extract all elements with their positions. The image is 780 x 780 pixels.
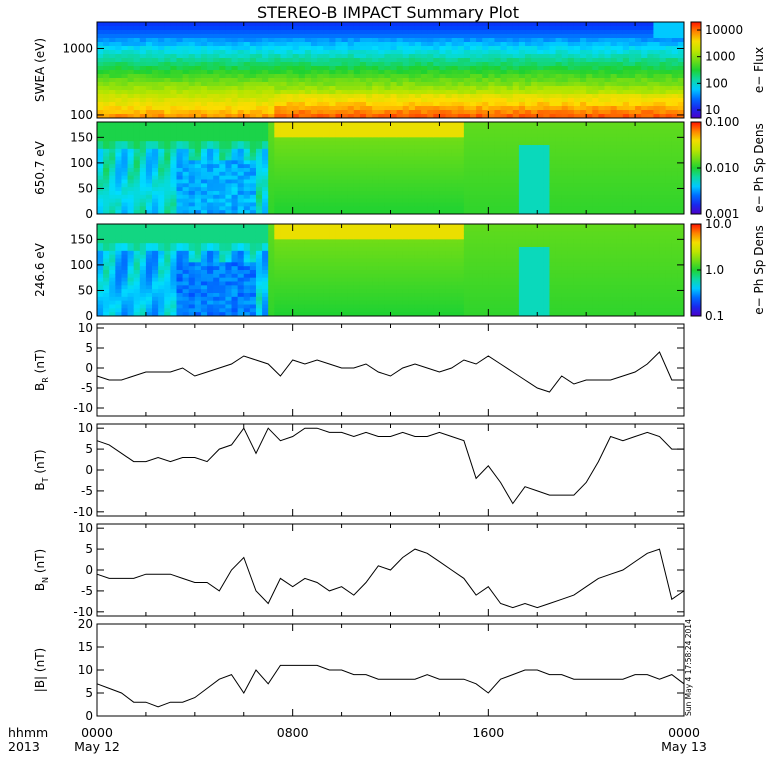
series-line	[96, 351, 684, 393]
x-tick-label: 0800	[277, 725, 309, 740]
panel-5: -10 -5 0 5 10 BT (nT)	[33, 421, 685, 519]
colorbar-label: e− Ph Sp Dens	[752, 123, 766, 212]
y-tick-label: 0	[85, 207, 93, 221]
colorbar	[690, 21, 702, 119]
colorbar-tick-label: 0.010	[705, 161, 739, 175]
generation-timestamp: Sun May 4 17:58:24 2014	[684, 619, 693, 716]
y-tick-label: 10	[78, 521, 93, 535]
y-tick-label: 10	[78, 421, 93, 435]
y-tick-label: 10	[78, 321, 93, 335]
y-tick-label: -10	[73, 401, 93, 415]
colorbar-tick-label: 1000	[705, 50, 736, 64]
panel-2: 0 50 100 150 650.7 eV	[33, 121, 685, 221]
figure-title: STEREO-B IMPACT Summary Plot	[257, 3, 519, 22]
y-tick-label: 5	[85, 442, 93, 456]
panel-6: -10 -5 0 5 10 BN (nT)	[33, 521, 685, 619]
y-tick-label: 15	[78, 640, 93, 654]
y-tick-label: 0	[85, 563, 93, 577]
colorbar-tick-label: 0.001	[705, 207, 739, 221]
y-axis-label: 650.7 eV	[33, 140, 47, 195]
y-axis-label: 246.6 eV	[33, 242, 47, 297]
y-tick-label: 0	[85, 709, 93, 723]
y-tick-label: 10	[78, 663, 93, 677]
y-tick-label: 0	[85, 361, 93, 375]
panel-1: 100 1000 SWEA (eV)	[33, 21, 685, 122]
y-tick-label: 1000	[62, 41, 93, 55]
y-tick-label: 5	[85, 686, 93, 700]
y-tick-label: -5	[81, 484, 93, 498]
y-tick-label: -10	[73, 605, 93, 619]
series-line	[96, 664, 685, 708]
y-tick-label: -5	[81, 584, 93, 598]
y-tick-label: 50	[78, 181, 93, 195]
panel-4: -10 -5 0 5 10 BR (nT)	[33, 321, 685, 417]
x-tick-date-label: May 12	[74, 739, 120, 754]
panel-3: 0 50 100 150 246.6 eV	[33, 223, 685, 323]
colorbar-tick-label: 1.0	[705, 263, 724, 277]
y-tick-label: 5	[85, 542, 93, 556]
y-axis-label: BR (nT)	[33, 349, 50, 391]
colorbar-tick-label: 10000	[705, 23, 743, 37]
y-tick-label: 0	[85, 309, 93, 323]
y-axis-label: BT (nT)	[33, 449, 50, 490]
y-tick-label: -5	[81, 381, 93, 395]
colorbar-tick-label: 100	[705, 76, 728, 90]
colorbar-tick-label: 0.100	[705, 115, 739, 129]
y-axis-label: BN (nT)	[33, 549, 50, 591]
colorbar-tick-label: 0.1	[705, 309, 724, 323]
panel-7: 0 5 10 15 20 |B| (nT)	[33, 617, 685, 723]
x-tick-label: 1600	[472, 725, 504, 740]
series-line	[96, 548, 685, 609]
series-line	[96, 427, 684, 505]
x-tick-label: 0000	[81, 725, 113, 740]
panel-frame	[96, 423, 685, 517]
spectrogram	[97, 224, 684, 316]
panel-frame	[96, 623, 685, 717]
y-tick-label: 5	[85, 341, 93, 355]
spectrogram	[97, 122, 684, 214]
y-tick-label: 150	[70, 130, 93, 144]
y-tick-label: 50	[78, 283, 93, 297]
colorbar-tick-label: 10	[705, 103, 720, 117]
colorbar-label: e− Flux	[752, 47, 766, 93]
y-tick-label: 150	[70, 232, 93, 246]
y-axis-label: |B| (nT)	[33, 648, 47, 692]
colorbar-tick-label: 10.0	[705, 217, 732, 231]
y-axis-label: SWEA (eV)	[33, 38, 47, 102]
colorbar-label: e− Ph Sp Dens	[752, 225, 766, 314]
y-tick-label: 100	[70, 258, 93, 272]
spectrogram	[97, 22, 684, 118]
x-tick-label: 0000	[668, 725, 700, 740]
y-tick-label: -10	[73, 505, 93, 519]
y-tick-label: 100	[70, 108, 93, 122]
y-tick-label: 0	[85, 463, 93, 477]
y-tick-label: 20	[78, 617, 93, 631]
y-tick-label: 100	[70, 156, 93, 170]
x-row1-label: hhmm	[8, 725, 48, 740]
x-tick-date-label: May 13	[661, 739, 707, 754]
x-row2-label: 2013	[8, 739, 40, 754]
